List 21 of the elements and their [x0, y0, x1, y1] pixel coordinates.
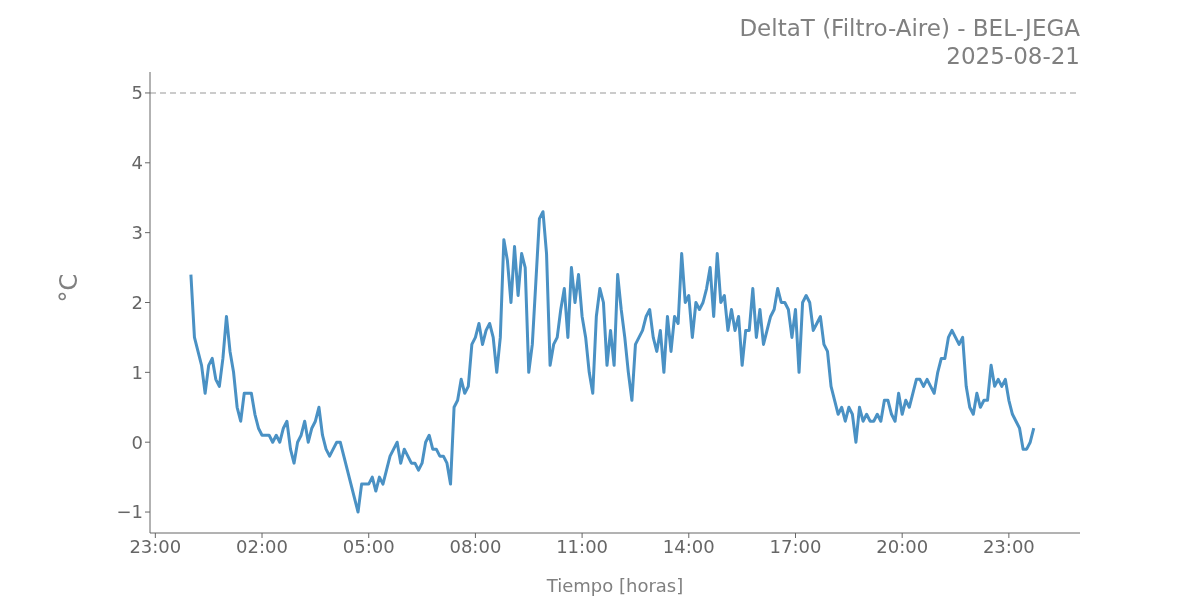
line-series [189, 210, 1036, 514]
x-tick-label: 11:00 [556, 535, 609, 557]
x-axis-title: Tiempo [horas] [545, 575, 684, 596]
x-tick-label: 02:00 [236, 535, 288, 557]
x-tick-label: 20:00 [876, 535, 929, 557]
y-tick-label: −1 [116, 501, 143, 523]
y-tick-label: 2 [131, 291, 143, 313]
x-tick-label: 14:00 [662, 535, 715, 557]
chart-title: DeltaT (Filtro-Aire) - BEL-JEGA [739, 14, 1080, 42]
y-tick-label: 0 [131, 431, 143, 453]
y-tick-label: 1 [131, 361, 143, 383]
y-tick-label: 3 [131, 222, 143, 244]
y-tick-label: 5 [131, 82, 143, 104]
x-tick-label: 05:00 [342, 535, 395, 557]
x-tick-label: 17:00 [769, 535, 822, 557]
chart-subtitle: 2025-08-21 [945, 42, 1080, 70]
y-axis-title: °C [54, 273, 83, 303]
y-tick-label: 4 [131, 152, 143, 174]
x-tick-label: 08:00 [449, 535, 502, 557]
x-tick-label: 23:00 [129, 535, 182, 557]
x-tick-label: 23:00 [982, 535, 1035, 557]
